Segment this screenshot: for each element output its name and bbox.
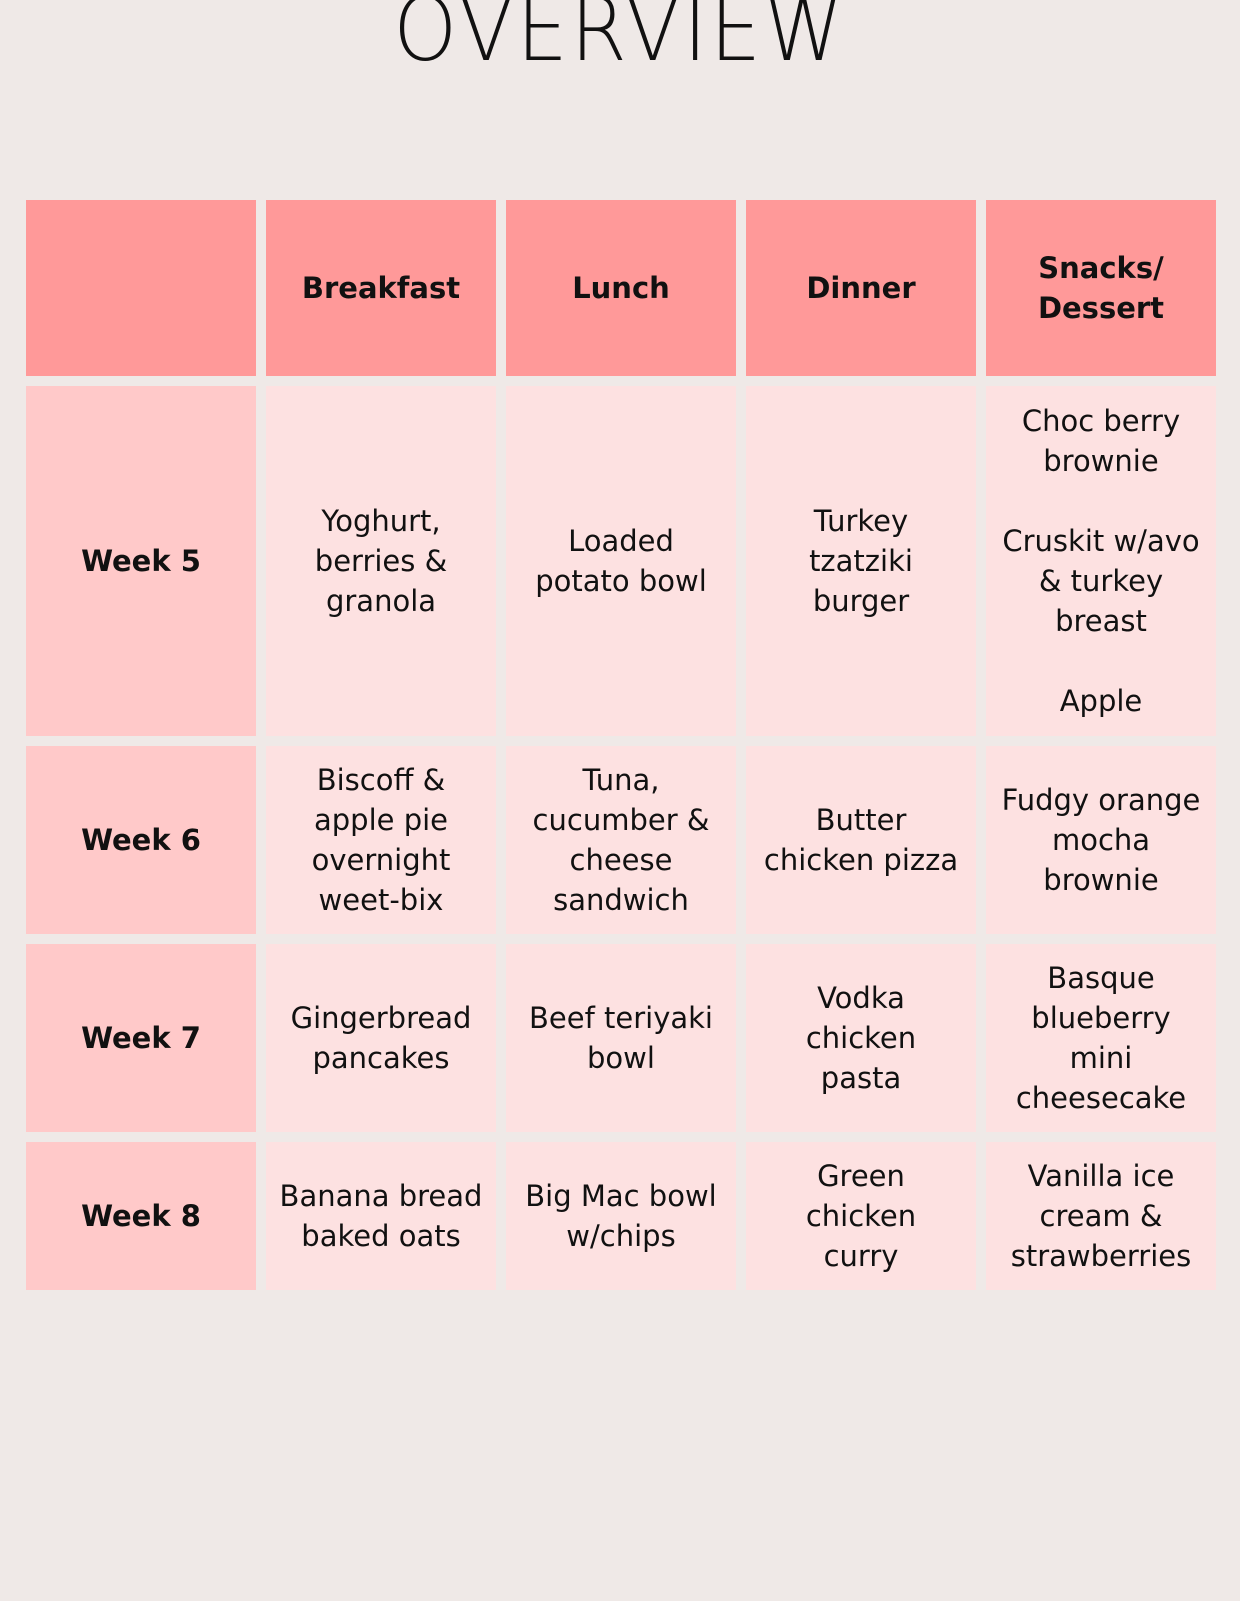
row-label-week-8: Week 8 [26, 1142, 256, 1290]
cell-week-8-snacks: Vanilla ice cream & strawberries [986, 1142, 1216, 1290]
page-title: OVERVIEW [393, 0, 847, 81]
cell-week-5-lunch: Loaded potato bowl [506, 386, 736, 736]
header-dinner: Dinner [746, 200, 976, 376]
cell-week-7-snacks: Basque blueberry mini cheesecake [986, 944, 1216, 1132]
cell-week-5-breakfast: Yoghurt, berries & granola [266, 386, 496, 736]
cell-week-7-lunch: Beef teriyaki bowl [506, 944, 736, 1132]
cell-week-6-lunch: Tuna, cucumber & cheese sandwich [506, 746, 736, 934]
cell-week-7-dinner: Vodka chicken pasta [746, 944, 976, 1132]
header-corner [26, 200, 256, 376]
cell-week-8-dinner: Green chicken curry [746, 1142, 976, 1290]
header-lunch: Lunch [506, 200, 736, 376]
cell-week-6-snacks: Fudgy orange mocha brownie [986, 746, 1216, 934]
header-snacks-dessert: Snacks/ Dessert [986, 200, 1216, 376]
cell-week-8-breakfast: Banana bread baked oats [266, 1142, 496, 1290]
row-label-week-5: Week 5 [26, 386, 256, 736]
meal-overview-table: Breakfast Lunch Dinner Snacks/ Dessert W… [26, 200, 1216, 1290]
row-label-week-6: Week 6 [26, 746, 256, 934]
row-label-week-7: Week 7 [26, 944, 256, 1132]
cell-week-6-breakfast: Biscoff & apple pie overnight weet-bix [266, 746, 496, 934]
cell-week-6-dinner: Butter chicken pizza [746, 746, 976, 934]
cell-week-8-lunch: Big Mac bowl w/chips [506, 1142, 736, 1290]
cell-week-5-snacks: Choc berry brownie Cruskit w/avo & turke… [986, 386, 1216, 736]
cell-week-5-dinner: Turkey tzatziki burger [746, 386, 976, 736]
cell-week-7-breakfast: Gingerbread pancakes [266, 944, 496, 1132]
header-breakfast: Breakfast [266, 200, 496, 376]
